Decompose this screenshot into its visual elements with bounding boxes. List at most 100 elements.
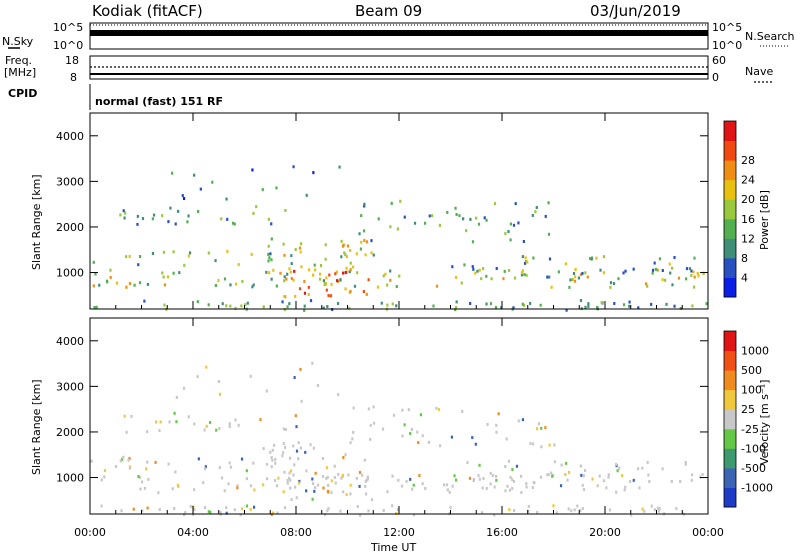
echo-cell xyxy=(602,271,605,275)
echo-cell xyxy=(617,277,620,281)
echo-cell xyxy=(469,217,472,221)
echo-cell xyxy=(412,513,416,517)
echo-cell xyxy=(130,414,133,418)
echo-cell xyxy=(525,485,528,489)
echo-cell xyxy=(365,292,368,296)
echo-cell xyxy=(208,421,212,425)
echo-cell xyxy=(344,271,347,275)
echo-cell xyxy=(266,477,269,481)
echo-cell xyxy=(229,465,233,469)
echo-cell xyxy=(221,302,224,306)
echo-cell xyxy=(333,476,336,480)
echo-cell xyxy=(376,285,380,289)
echo-cell xyxy=(273,478,277,482)
echo-cell xyxy=(146,430,149,434)
echo-cell xyxy=(325,476,328,480)
echo-cell xyxy=(175,395,178,399)
echo-cell xyxy=(398,274,401,278)
echo-cell xyxy=(409,477,412,481)
echo-cell xyxy=(274,457,277,461)
colorbar-segment xyxy=(724,277,736,298)
echo-cell xyxy=(535,205,538,209)
echo-cell xyxy=(225,511,228,515)
echo-cell xyxy=(489,482,492,486)
echo-cell xyxy=(705,302,708,306)
echo-cell xyxy=(537,422,540,426)
echo-cell xyxy=(98,283,101,287)
echo-cell xyxy=(399,199,402,203)
echo-cell xyxy=(349,441,352,445)
echo-cell xyxy=(283,506,287,510)
echo-cell xyxy=(182,197,186,201)
echo-cell xyxy=(548,275,551,279)
echo-cell xyxy=(223,277,227,281)
power-colorbar: 4 8 12 16 20 24 28 xyxy=(723,120,755,298)
echo-cell xyxy=(312,482,315,486)
echo-cell xyxy=(249,507,252,511)
echo-cell xyxy=(294,248,297,252)
echo-cell xyxy=(435,284,439,288)
echo-cell xyxy=(641,507,644,511)
nsky-panel: N.Sky 10^5 10^0 10^5 10^0 N.Search xyxy=(2,21,795,52)
echo-cell xyxy=(525,273,528,277)
echo-cell xyxy=(363,202,366,206)
echo-cell xyxy=(205,424,208,428)
echo-cell xyxy=(365,240,369,244)
echo-cell xyxy=(339,278,342,282)
echo-cell xyxy=(571,278,574,282)
echo-cell xyxy=(305,469,308,473)
echo-cell xyxy=(290,498,293,502)
echo-cell xyxy=(299,446,302,450)
echo-cell xyxy=(252,505,256,509)
echo-cell xyxy=(449,506,452,510)
echo-cell xyxy=(342,271,345,275)
echo-cell xyxy=(401,434,404,438)
echo-cell xyxy=(620,474,624,478)
echo-cell xyxy=(340,255,343,259)
echo-cell xyxy=(218,427,221,431)
echo-cell xyxy=(267,244,270,248)
echo-cell xyxy=(300,399,303,403)
echo-cell xyxy=(540,445,543,449)
echo-cell xyxy=(214,283,217,287)
echo-cell xyxy=(392,413,396,417)
echo-cell xyxy=(203,467,207,471)
echo-cell xyxy=(446,210,449,214)
echo-cell xyxy=(217,279,220,283)
echo-cell xyxy=(579,273,583,277)
echo-cell xyxy=(482,476,485,480)
echo-cell xyxy=(446,488,449,492)
echo-cell xyxy=(471,265,474,269)
echo-cell xyxy=(312,273,315,277)
echo-cell xyxy=(281,300,284,304)
echo-cell xyxy=(292,444,295,448)
echo-cell xyxy=(644,282,648,286)
echo-cell xyxy=(532,256,535,260)
echo-cell xyxy=(465,229,468,233)
echo-cell xyxy=(670,479,673,483)
nsearch-label: N.Search xyxy=(745,30,795,43)
echo-cell xyxy=(380,301,383,305)
nsearch-lo: 10^0 xyxy=(712,39,742,52)
echo-cell xyxy=(358,232,361,236)
echo-cell xyxy=(454,308,457,312)
beam-title: Beam 09 xyxy=(355,2,422,20)
echo-cell xyxy=(178,271,181,275)
echo-cell xyxy=(412,483,415,487)
echo-cell xyxy=(598,474,601,478)
echo-cell xyxy=(472,267,475,271)
echo-cell xyxy=(339,509,342,513)
echo-cell xyxy=(493,202,497,206)
echo-cell xyxy=(132,507,135,511)
echo-cell xyxy=(136,214,139,218)
echo-cell xyxy=(582,488,586,492)
echo-cell xyxy=(161,214,164,218)
echo-cell xyxy=(294,294,297,298)
echo-cell xyxy=(288,471,291,475)
echo-cell xyxy=(207,251,210,255)
freq-hi: 18 xyxy=(65,54,79,67)
echo-cell xyxy=(275,284,278,288)
echo-cell xyxy=(476,269,479,273)
echo-cell xyxy=(661,467,664,471)
echo-cell xyxy=(279,271,282,275)
